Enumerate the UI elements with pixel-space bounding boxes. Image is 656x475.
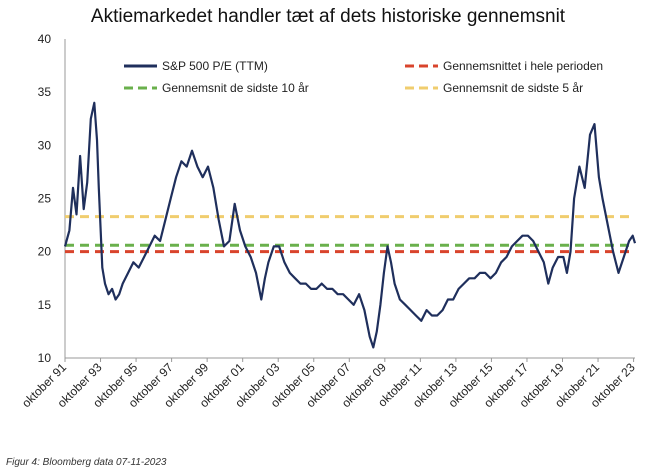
y-tick-label: 20	[38, 245, 52, 259]
figure-caption: Figur 4: Bloomberg data 07-11-2023	[6, 457, 167, 468]
y-tick-label: 40	[38, 32, 52, 46]
legend-label: Gennemsnit de sidste 10 år	[162, 81, 309, 95]
y-tick-label: 35	[38, 85, 52, 99]
chart-title: Aktiemarkedet handler tæt af dets histor…	[90, 6, 566, 27]
legend-label: S&P 500 P/E (TTM)	[162, 59, 268, 73]
y-tick-label: 15	[38, 298, 52, 312]
legend-label: Gennemsnit de sidste 5 år	[443, 81, 583, 95]
series-layer	[63, 101, 637, 349]
y-tick-label: 10	[38, 351, 52, 365]
reference-lines	[65, 215, 635, 254]
pe-ratio-line	[63, 101, 637, 349]
legend: S&P 500 P/E (TTM) Gennemsnittet i hele pe…	[124, 59, 603, 95]
legend-label: Gennemsnittet i hele perioden	[443, 59, 603, 73]
y-tick-label: 25	[38, 192, 52, 206]
y-tick-label: 30	[38, 138, 52, 152]
